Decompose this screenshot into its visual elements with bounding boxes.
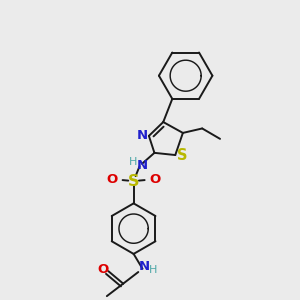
Text: H: H	[149, 265, 157, 275]
Text: O: O	[98, 263, 109, 276]
Text: N: N	[136, 159, 148, 172]
Text: O: O	[150, 173, 161, 186]
Text: N: N	[137, 129, 148, 142]
Text: S: S	[177, 148, 187, 163]
Text: N: N	[138, 260, 150, 273]
Text: O: O	[106, 173, 118, 186]
Text: S: S	[128, 174, 140, 189]
Text: H: H	[129, 157, 137, 167]
